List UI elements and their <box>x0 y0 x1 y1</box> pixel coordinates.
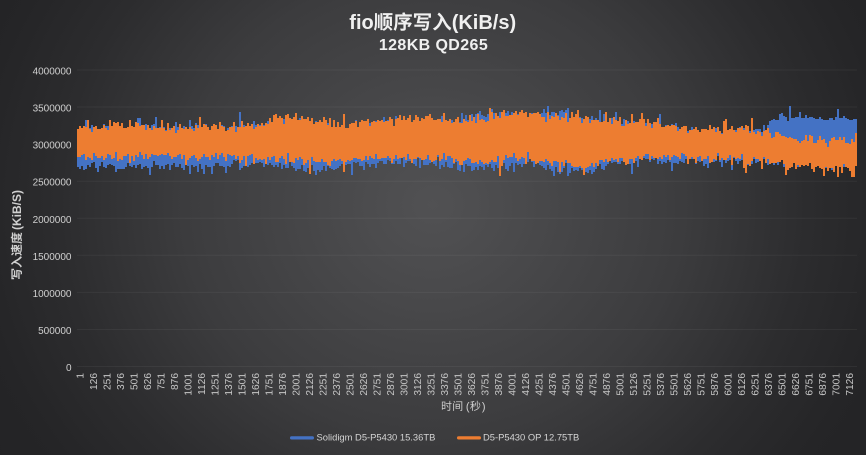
svg-text:3000000: 3000000 <box>33 141 72 152</box>
svg-text:6501: 6501 <box>778 373 789 396</box>
svg-text:3626: 3626 <box>467 373 478 396</box>
svg-text:126: 126 <box>89 373 100 390</box>
svg-text:251: 251 <box>103 373 114 390</box>
svg-text:1626: 1626 <box>251 373 262 396</box>
svg-text:6251: 6251 <box>751 373 762 396</box>
svg-text:3376: 3376 <box>440 373 451 396</box>
svg-text:6376: 6376 <box>764 373 775 396</box>
svg-text:5376: 5376 <box>656 373 667 396</box>
svg-text:4376: 4376 <box>548 373 559 396</box>
svg-text:1251: 1251 <box>211 373 222 396</box>
svg-text:5501: 5501 <box>670 373 681 396</box>
svg-text:D5-P5430 OP 12.75TB: D5-P5430 OP 12.75TB <box>483 432 579 443</box>
svg-text:(: ( <box>466 401 470 413</box>
svg-text:1876: 1876 <box>278 373 289 396</box>
svg-text:2751: 2751 <box>373 373 384 396</box>
svg-text:6876: 6876 <box>818 373 829 396</box>
svg-text:1126: 1126 <box>197 373 208 395</box>
svg-text:3126: 3126 <box>413 373 424 396</box>
svg-text:4000000: 4000000 <box>33 67 72 78</box>
svg-text:7126: 7126 <box>845 373 856 396</box>
svg-text:3251: 3251 <box>427 373 438 396</box>
svg-text:3001: 3001 <box>400 373 411 396</box>
svg-text:1376: 1376 <box>224 373 235 396</box>
svg-text:4501: 4501 <box>562 373 573 396</box>
svg-text:5751: 5751 <box>697 373 708 396</box>
svg-text:3751: 3751 <box>481 373 492 396</box>
svg-text:4001: 4001 <box>508 373 519 396</box>
svg-text:6126: 6126 <box>737 373 748 396</box>
svg-text:376: 376 <box>116 373 127 390</box>
svg-text:1501: 1501 <box>238 373 249 396</box>
svg-text:): ) <box>482 401 486 413</box>
svg-text:4126: 4126 <box>521 373 532 396</box>
svg-text:500000: 500000 <box>38 326 72 337</box>
svg-text:626: 626 <box>143 373 154 390</box>
svg-text:1: 1 <box>76 373 87 379</box>
svg-text:(KiB/s): (KiB/s) <box>452 12 516 34</box>
svg-text:1001: 1001 <box>184 373 195 396</box>
svg-text:5626: 5626 <box>683 373 694 396</box>
svg-text:3501: 3501 <box>454 373 465 396</box>
svg-text:4626: 4626 <box>575 373 586 396</box>
svg-text:2126: 2126 <box>305 373 316 396</box>
svg-text:(KiB/S): (KiB/S) <box>10 190 24 230</box>
svg-text:7001: 7001 <box>832 373 843 396</box>
svg-text:2376: 2376 <box>332 373 343 396</box>
svg-text:Solidigm D5-P5430 15.36TB: Solidigm D5-P5430 15.36TB <box>317 432 436 443</box>
svg-text:2251: 2251 <box>319 373 330 396</box>
svg-text:876: 876 <box>170 373 181 390</box>
svg-text:6751: 6751 <box>805 373 816 396</box>
svg-text:5126: 5126 <box>629 373 640 396</box>
svg-text:2626: 2626 <box>359 373 370 396</box>
svg-text:4251: 4251 <box>535 373 546 396</box>
svg-text:4751: 4751 <box>589 373 600 396</box>
svg-text:fio: fio <box>349 12 373 34</box>
svg-text:501: 501 <box>130 373 141 390</box>
svg-text:2876: 2876 <box>386 373 397 396</box>
svg-text:0: 0 <box>66 363 72 374</box>
svg-text:3876: 3876 <box>494 373 505 396</box>
svg-text:128KB QD265: 128KB QD265 <box>379 37 488 54</box>
svg-text:4876: 4876 <box>602 373 613 396</box>
svg-text:1500000: 1500000 <box>33 252 72 263</box>
svg-text:5001: 5001 <box>616 373 627 396</box>
svg-text:1751: 1751 <box>265 373 276 396</box>
svg-text:6001: 6001 <box>724 373 735 396</box>
svg-text:5251: 5251 <box>643 373 654 396</box>
svg-text:1000000: 1000000 <box>33 289 72 300</box>
svg-text:751: 751 <box>157 373 168 390</box>
svg-text:3500000: 3500000 <box>33 104 72 115</box>
svg-text:2501: 2501 <box>346 373 357 396</box>
svg-text:6626: 6626 <box>791 373 802 396</box>
svg-text:2500000: 2500000 <box>33 178 72 189</box>
svg-text:2001: 2001 <box>292 373 303 396</box>
svg-text:2000000: 2000000 <box>33 215 72 226</box>
svg-text:5876: 5876 <box>710 373 721 396</box>
